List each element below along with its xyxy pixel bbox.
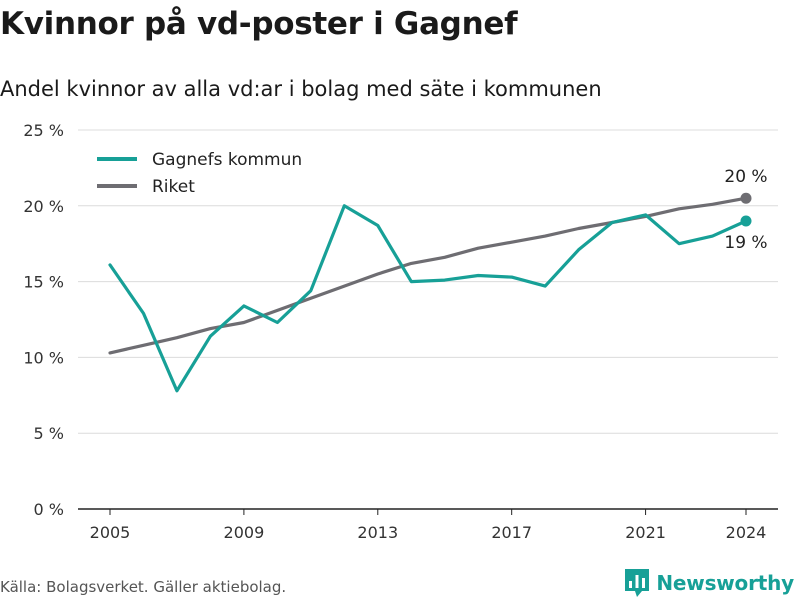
brand-name: Newsworthy <box>656 571 794 595</box>
x-tick-label: 2024 <box>726 523 767 542</box>
x-tick-label: 2021 <box>625 523 666 542</box>
grid-lines <box>78 129 778 510</box>
end-label-riket: 20 % <box>724 167 767 187</box>
series-line-gagnef <box>108 204 748 393</box>
legend-label-gagnef: Gagnefs kommun <box>152 150 302 170</box>
end-labels: 20 % 19 % <box>724 167 767 253</box>
brand-logo: Newsworthy <box>625 569 794 597</box>
bar-chart-logo-icon <box>625 569 650 597</box>
legend: Gagnefs kommun Riket <box>97 150 302 197</box>
series-line-riket <box>108 196 748 355</box>
page-title: Kvinnor på vd-poster i Gagnef <box>0 6 518 42</box>
y-tick-label: 20 % <box>23 197 64 216</box>
x-axis-ticks: 2005 2009 2013 2017 2021 2024 <box>90 509 767 542</box>
y-tick-label: 5 % <box>34 424 64 443</box>
source-note: Källa: Bolagsverket. Gäller aktiebolag. <box>0 578 287 596</box>
page-subtitle: Andel kvinnor av alla vd:ar i bolag med … <box>0 77 602 101</box>
x-tick-label: 2013 <box>357 523 398 542</box>
end-label-gagnef: 19 % <box>724 233 767 253</box>
y-tick-label: 25 % <box>23 121 64 140</box>
legend-label-riket: Riket <box>152 177 195 197</box>
y-tick-label: 0 % <box>34 500 64 519</box>
series-end-point-riket <box>740 192 752 204</box>
x-tick-label: 2009 <box>224 523 265 542</box>
x-tick-label: 2005 <box>90 523 131 542</box>
y-tick-label: 10 % <box>23 348 64 367</box>
series-lines <box>108 192 752 393</box>
y-tick-label: 15 % <box>23 273 64 292</box>
y-axis-ticks: 0 % 5 % 10 % 15 % 20 % 25 % <box>23 121 64 519</box>
series-end-point-gagnef <box>740 215 752 227</box>
x-tick-label: 2017 <box>491 523 532 542</box>
